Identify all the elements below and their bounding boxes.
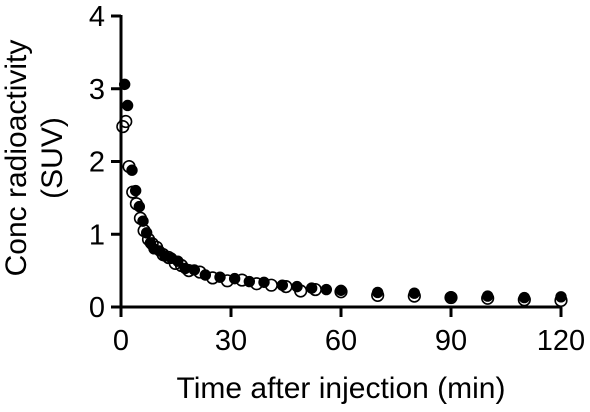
y-tick-label: 2 bbox=[89, 147, 105, 179]
filled-data-point bbox=[228, 272, 241, 285]
filled-data-point bbox=[481, 290, 494, 302]
plot-marks bbox=[116, 78, 568, 308]
x-tick-label: 120 bbox=[537, 325, 585, 357]
y-tick-label: 0 bbox=[89, 292, 105, 324]
x-tick-label: 90 bbox=[435, 325, 467, 357]
filled-data-point bbox=[179, 262, 191, 275]
filled-data-point bbox=[445, 291, 457, 303]
filled-data-point bbox=[305, 282, 318, 294]
filled-data-point bbox=[172, 255, 184, 267]
filled-data-point bbox=[408, 287, 421, 299]
x-axis-ticks: 0 30 60 90 120 bbox=[113, 307, 585, 357]
y-axis-title-line-1: Conc radioactivity bbox=[0, 40, 33, 277]
y-axis-title-line-2: (SUV) bbox=[36, 117, 69, 199]
filled-data-point bbox=[276, 279, 289, 291]
filled-data-point bbox=[129, 184, 142, 197]
filled-data-point bbox=[335, 284, 347, 296]
filled-data-point bbox=[243, 275, 256, 288]
filled-data-point bbox=[320, 283, 333, 296]
filled-data-point bbox=[371, 286, 384, 299]
filled-data-point bbox=[258, 276, 270, 288]
filled-data-point bbox=[555, 291, 567, 303]
filled-data-point bbox=[126, 164, 138, 176]
filled-data-point bbox=[518, 291, 531, 304]
y-axis-ticks: 0 1 2 3 4 bbox=[89, 1, 121, 324]
x-tick-label: 60 bbox=[325, 325, 357, 357]
y-tick-label: 4 bbox=[89, 1, 105, 33]
x-tick-label: 30 bbox=[215, 325, 247, 357]
filled-data-point bbox=[137, 215, 149, 227]
filled-data-point bbox=[214, 271, 226, 283]
y-tick-label: 1 bbox=[89, 219, 105, 251]
y-tick-label: 3 bbox=[89, 74, 105, 106]
x-axis-title: Time after injection (min) bbox=[177, 372, 506, 405]
filled-data-point bbox=[291, 280, 303, 293]
filled-data-point bbox=[188, 264, 201, 276]
x-tick-label: 0 bbox=[113, 325, 129, 357]
filled-data-point bbox=[121, 99, 134, 112]
filled-data-point bbox=[140, 227, 153, 239]
filled-data-point bbox=[199, 269, 212, 281]
filled-data-point bbox=[133, 200, 146, 213]
